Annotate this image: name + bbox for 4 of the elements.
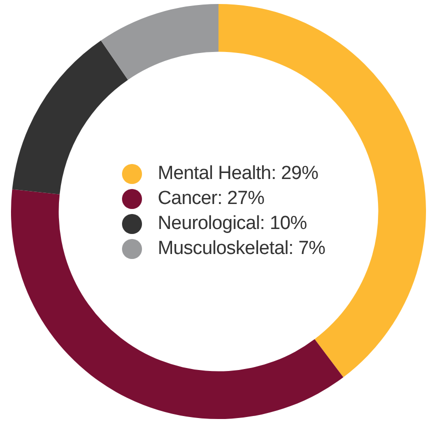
legend-label: Cancer: 27%: [158, 188, 264, 210]
legend-label: Mental Health: 29%: [158, 163, 318, 185]
legend-label: Musculoskeletal: 7%: [158, 238, 326, 260]
legend-label: Neurological: 10%: [158, 213, 307, 235]
